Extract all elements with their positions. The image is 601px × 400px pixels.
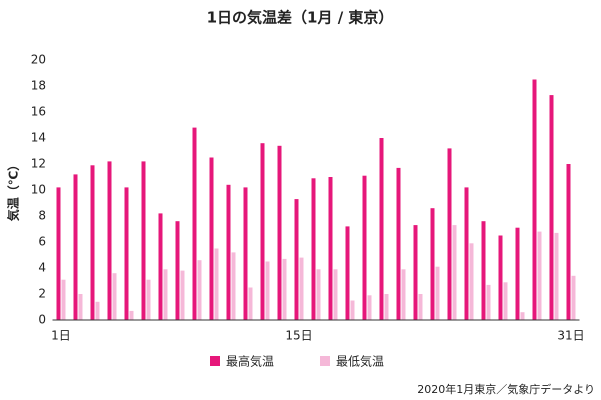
- bar: [481, 221, 486, 320]
- bar: [396, 167, 401, 320]
- bar: [158, 213, 163, 320]
- legend-swatch: [320, 356, 330, 366]
- bar: [282, 258, 287, 320]
- bar: [243, 187, 248, 320]
- bar: [248, 287, 253, 320]
- bar: [401, 269, 406, 320]
- legend-label: 最高気温: [226, 354, 274, 369]
- bar: [316, 269, 321, 320]
- x-tick-label: 31日: [557, 329, 584, 343]
- bar: [260, 143, 265, 320]
- y-axis-label: 気温（℃）: [6, 159, 21, 222]
- y-tick-label: 8: [38, 209, 46, 223]
- bar: [520, 312, 525, 320]
- bar: [61, 279, 66, 320]
- bar: [566, 164, 571, 320]
- bar: [447, 148, 452, 320]
- bar: [265, 261, 270, 320]
- bar: [464, 187, 469, 320]
- bar: [333, 269, 338, 320]
- bar: [537, 231, 542, 320]
- y-tick-label: 6: [38, 235, 46, 249]
- bar: [384, 294, 389, 320]
- y-tick-label: 12: [31, 157, 46, 171]
- bar: [78, 294, 83, 320]
- bar: [56, 187, 61, 320]
- legend-label: 最低気温: [336, 354, 384, 369]
- y-tick-label: 2: [38, 287, 46, 301]
- bar: [231, 252, 236, 320]
- legend-swatch: [210, 356, 220, 366]
- bar: [515, 227, 520, 320]
- bar: [163, 269, 168, 320]
- y-tick-label: 20: [31, 53, 46, 67]
- bar: [146, 279, 151, 320]
- bar: [214, 248, 219, 320]
- bar: [430, 208, 435, 320]
- bar: [277, 145, 282, 320]
- bar: [209, 157, 214, 320]
- bar: [328, 177, 333, 320]
- bar: [129, 310, 134, 320]
- bar: [452, 225, 457, 320]
- bar: [362, 175, 367, 320]
- y-tick-label: 18: [31, 79, 46, 93]
- bar: [107, 161, 112, 320]
- bar: [180, 270, 185, 320]
- bar: [141, 161, 146, 320]
- bar: [192, 127, 197, 320]
- bar: [498, 235, 503, 320]
- bar: [486, 284, 491, 320]
- bar: [350, 300, 355, 320]
- bar: [95, 301, 100, 320]
- bar: [367, 295, 372, 320]
- x-tick-label: 15日: [285, 329, 312, 343]
- bar: [469, 243, 474, 320]
- bar: [571, 275, 576, 320]
- bar: [345, 226, 350, 320]
- bar: [294, 199, 299, 320]
- bar: [435, 266, 440, 320]
- bar: [175, 221, 180, 320]
- bar: [554, 232, 559, 320]
- bar: [311, 178, 316, 320]
- bar: [413, 225, 418, 320]
- y-tick-label: 0: [38, 313, 46, 327]
- bar: [226, 184, 231, 320]
- x-tick-label: 1日: [51, 329, 71, 343]
- y-tick-label: 4: [38, 261, 46, 275]
- bar: [112, 273, 117, 320]
- bar: [73, 174, 78, 320]
- source-note: 2020年1月東京／気象庁データより: [417, 382, 595, 396]
- bar: [418, 294, 423, 320]
- bar: [503, 282, 508, 320]
- y-tick-label: 10: [31, 183, 46, 197]
- bar: [197, 260, 202, 320]
- y-tick-label: 16: [31, 105, 46, 119]
- chart-title: 1日の気温差（1月 / 東京）: [207, 9, 394, 27]
- y-tick-label: 14: [31, 131, 46, 145]
- bar: [549, 95, 554, 320]
- bar: [532, 79, 537, 320]
- bar: [90, 165, 95, 320]
- bar: [379, 138, 384, 320]
- bar: [124, 187, 129, 320]
- bar: [299, 257, 304, 320]
